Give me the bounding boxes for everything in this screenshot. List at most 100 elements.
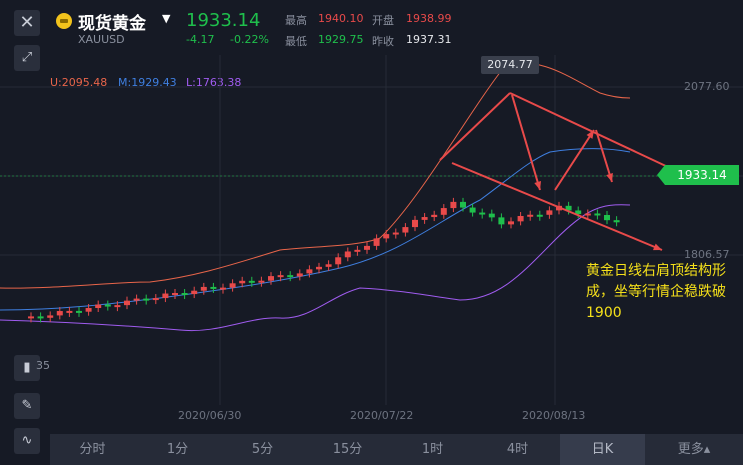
candle-body [277, 275, 284, 278]
tab-daily[interactable]: 日K [560, 434, 645, 465]
candle-body [296, 273, 303, 277]
right-level-upper: 2077.60 [684, 80, 730, 93]
candle-body [316, 266, 322, 270]
instrument-symbol: XAUUSD [78, 33, 125, 46]
candle-body [152, 298, 159, 301]
price-change: -4.17 [186, 33, 215, 46]
tab-more[interactable]: 更多▴ [677, 442, 711, 457]
tab-timeshare[interactable]: 分时 [79, 442, 106, 457]
candle-body [239, 280, 246, 284]
candle-body [431, 214, 438, 218]
candle-body [258, 280, 265, 283]
candle-body [172, 293, 178, 296]
current-price: 1933.14 [186, 10, 261, 31]
caret-down-icon[interactable]: ▼ [162, 12, 171, 25]
candle-body [354, 249, 361, 252]
gold-coin-icon [56, 13, 72, 29]
date-label-1: 2020/06/30 [178, 409, 242, 422]
candle-body [469, 207, 476, 213]
middle-band-legend: M:1929.43 [118, 76, 177, 89]
lower-channel-arrow [451, 162, 663, 251]
date-label-2: 2020/07/22 [350, 409, 414, 422]
candle-body [268, 276, 274, 281]
candle-body [421, 217, 428, 220]
line-chart-icon: ∿ [21, 433, 33, 448]
candle-body [613, 220, 620, 223]
upper-band-legend: U:2095.48 [50, 76, 108, 89]
drop-arrow-2 [595, 129, 613, 183]
high-label: 最高 [285, 14, 307, 27]
candle-body [335, 257, 342, 265]
lower-band-line [0, 204, 631, 332]
candle-body [402, 227, 409, 233]
indicator-button[interactable]: ▮ [14, 355, 40, 381]
candle-body [28, 316, 34, 319]
candle-body [488, 213, 495, 218]
rise-arrow-head [586, 130, 594, 139]
header-bar: ✕ 现货黄金 ▼ XAUUSD 1933.14 -4.17 -0.22% 最高 … [0, 0, 743, 50]
candle-body [220, 287, 226, 290]
candle-body [210, 286, 217, 289]
candle-body [229, 283, 236, 288]
drop-arrow-1-head [534, 181, 542, 190]
candle-body [604, 214, 610, 221]
candle-body [191, 290, 198, 295]
draw-button[interactable]: ✎ [14, 393, 40, 419]
candle-body [95, 304, 102, 309]
close-button[interactable]: ✕ [14, 10, 40, 36]
date-label-3: 2020/08/13 [522, 409, 586, 422]
candle-body [364, 245, 370, 250]
candle-body [114, 305, 121, 308]
candle-body [460, 201, 466, 208]
candle-body [479, 212, 486, 215]
close-icon: ✕ [19, 12, 35, 33]
candle-body [124, 300, 130, 306]
candle-body [584, 213, 591, 216]
annotation-text: 黄金日线右肩顶结构形成，坐等行情企稳跌破1900 [586, 263, 726, 321]
candle-body [104, 304, 111, 307]
candle-body [546, 210, 553, 215]
timeframe-tabbar: 分时 1分 5分 15分 1时 4时 日K 更多▴ [50, 434, 743, 465]
candle-body [517, 215, 524, 222]
candle-body [47, 315, 54, 318]
tab-4hour[interactable]: 4时 [506, 442, 529, 457]
candle-body [565, 205, 572, 211]
candle-body [594, 213, 601, 216]
candle-body [412, 219, 418, 228]
rise-arrow [554, 129, 595, 191]
candle-body [133, 298, 140, 301]
peak-price-label: 2074.77 [481, 56, 539, 74]
candle-body [575, 210, 582, 215]
price-change-percent: -0.22% [230, 33, 269, 46]
last-price-tag: 1933.14 [657, 165, 739, 185]
candle-body [143, 298, 150, 301]
candle-body [76, 310, 82, 313]
candle-body [392, 232, 399, 235]
tab-1min[interactable]: 1分 [166, 442, 189, 457]
tab-1hour[interactable]: 1时 [421, 442, 444, 457]
candle-body [344, 251, 351, 258]
candle-body [440, 208, 447, 215]
candle-body [200, 286, 207, 291]
candle-body [66, 310, 73, 313]
candle-body [162, 293, 169, 299]
candle-body [56, 311, 63, 316]
lower-band-legend: L:1763.38 [186, 76, 242, 89]
low-label: 最低 [285, 35, 307, 48]
expand-button[interactable]: ⤢ [14, 45, 40, 71]
chart-type-button[interactable]: ∿ [14, 428, 40, 454]
expand-icon: ⤢ [21, 50, 33, 65]
candle-body [37, 316, 44, 319]
tab-5min[interactable]: 5分 [251, 442, 274, 457]
drop-arrow-2-head [606, 173, 613, 182]
candle-body [373, 238, 380, 246]
right-level-lower: 1806.57 [684, 248, 730, 261]
low-value: 1929.75 [318, 33, 364, 46]
instrument-title[interactable]: 现货黄金 [78, 14, 146, 34]
candle-body [306, 269, 313, 274]
candle-body [383, 234, 390, 239]
candle-body [527, 214, 534, 217]
pencil-icon: ✎ [21, 398, 33, 413]
tab-15min[interactable]: 15分 [332, 442, 363, 457]
